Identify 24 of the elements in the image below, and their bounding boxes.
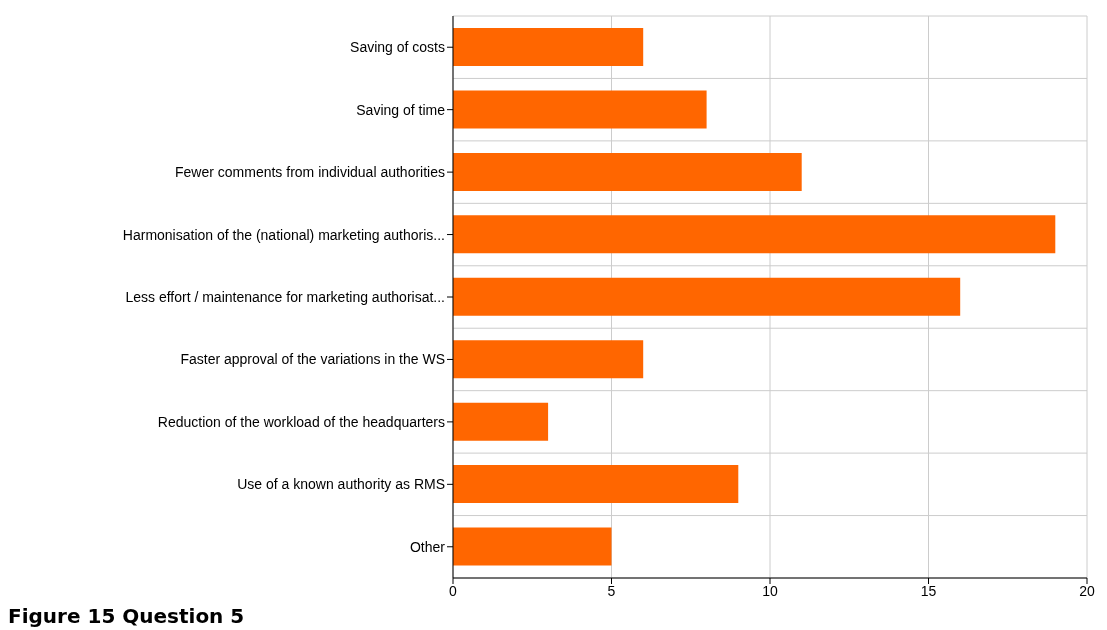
bar — [453, 527, 612, 566]
y-tick-label: Use of a known authority as RMS — [237, 476, 445, 493]
y-tick-label: Other — [409, 538, 446, 555]
bar — [453, 28, 644, 66]
bar — [453, 402, 549, 441]
y-tick-label: Fewer comments from individual authorities — [175, 164, 445, 181]
bar — [453, 152, 802, 191]
bar — [453, 215, 1056, 254]
y-tick-label: Harmonisation of the (national) marketing authoris... — [122, 226, 445, 243]
x-tick-label: 10 — [762, 582, 778, 599]
bar — [453, 465, 739, 504]
y-tick-label: Reduction of the workload of the headquarters — [157, 413, 445, 430]
text: Figure 15 Question 5 — [8, 604, 245, 628]
bar — [453, 90, 707, 129]
y-tick-label: Saving of costs — [350, 39, 445, 56]
bar — [453, 340, 644, 379]
x-tick-label: 5 — [607, 582, 616, 599]
x-tick-label: 20 — [1079, 582, 1095, 599]
x-tick-label: 0 — [449, 582, 458, 599]
x-tick-label: 15 — [920, 582, 937, 599]
bar — [453, 277, 961, 316]
y-tick-label: Less effort / maintenance for marketing authorisat... — [125, 288, 445, 305]
y-tick-label: Faster approval of the variations in the WS — [180, 351, 445, 368]
y-tick-label: Saving of time — [356, 101, 446, 118]
